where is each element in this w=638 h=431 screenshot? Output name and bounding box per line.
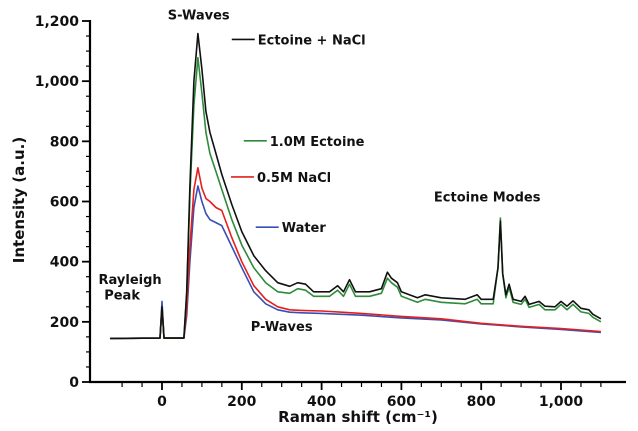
y-axis-ticks: 0 200 400 600 800 1,000 1,200 [35, 14, 90, 391]
y-tick-label: 1,000 [35, 74, 80, 90]
x-tick-label: 1,000 [539, 394, 584, 410]
annotation-label: Peak [104, 288, 140, 303]
series-line-water [110, 185, 601, 340]
x-axis-title: Raman shift (cm⁻¹) [278, 408, 438, 426]
x-tick-label: 800 [467, 394, 496, 410]
x-tick-label: 200 [227, 394, 256, 410]
series-line-0-5m-nacl [110, 167, 601, 340]
y-axis-title: Intensity (a.u.) [10, 137, 28, 263]
annotation-label: S-Waves [168, 8, 230, 23]
series-lines [110, 32, 602, 340]
x-tick-label: 600 [387, 394, 416, 410]
series-line-ectoine-nacl [110, 32, 602, 340]
annotation-label: 0.5M NaCl [257, 171, 331, 186]
y-tick-label: 200 [50, 315, 79, 331]
y-tick-label: 800 [50, 134, 79, 150]
annotation-label: Rayleigh [99, 273, 162, 288]
series-line-1-0m-ectoine [110, 56, 602, 340]
annotation-label: Ectoine + NaCl [258, 33, 366, 48]
y-tick-label: 400 [50, 255, 79, 271]
y-tick-label: 600 [50, 195, 79, 211]
y-tick-label: 0 [69, 375, 79, 391]
annotation-label: 1.0M Ectoine [270, 135, 365, 150]
annotation-label: Water [282, 221, 327, 236]
y-tick-label: 1,200 [35, 14, 80, 30]
x-tick-label: 400 [307, 394, 336, 410]
annotation-label: P-Waves [251, 320, 313, 335]
annotation-label: Ectoine Modes [434, 191, 541, 206]
x-tick-label: 0 [157, 394, 167, 410]
annotations: S-Waves Ectoine + NaCl 1.0M Ectoine 0.5M Na… [99, 8, 541, 334]
x-axis-ticks: 0 200 400 600 800 1,000 [121, 382, 602, 410]
